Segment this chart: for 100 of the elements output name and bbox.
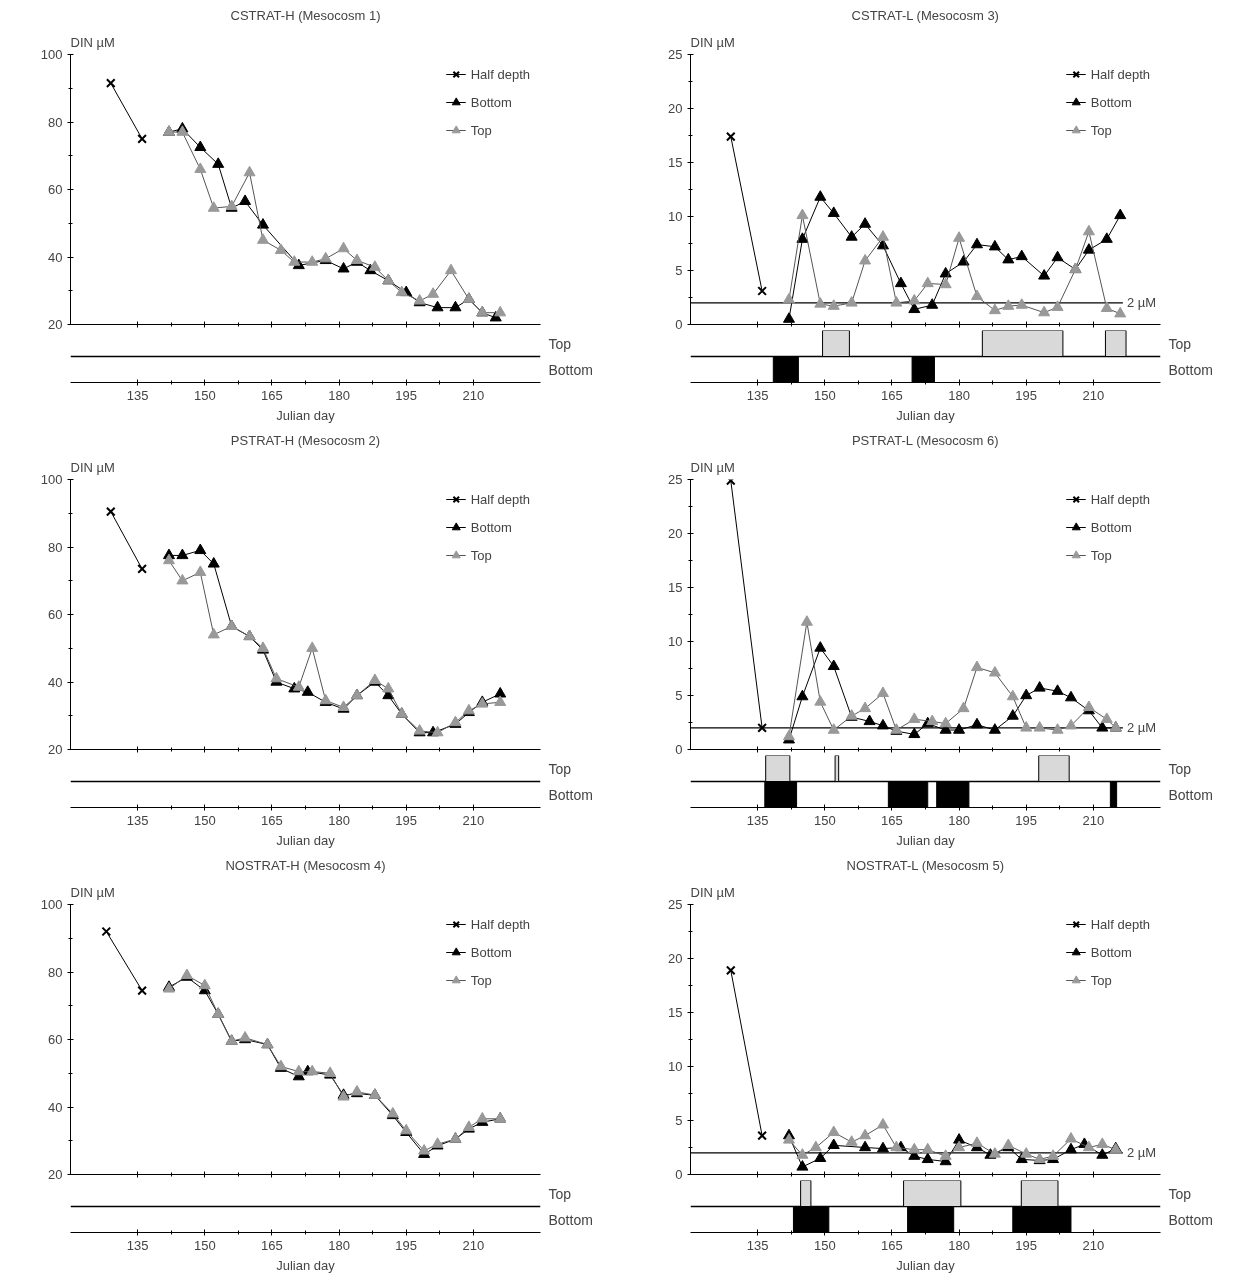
x-tick-label: 210 [462, 387, 485, 403]
ref-line-label: 2 µM [1126, 1145, 1157, 1161]
y-tick-label: 80 [48, 114, 63, 130]
x-tick-label: 135 [746, 387, 769, 403]
y-axis-title: DIN µM [70, 34, 115, 50]
y-tick-label: Bottom [1168, 1211, 1213, 1228]
legend-label: Half depth [470, 916, 530, 932]
x-tick-label: 150 [813, 1237, 836, 1253]
y-tick-label: 15 [668, 1005, 683, 1020]
x-tick-label: 135 [126, 812, 149, 828]
y-tick-label: 25 [668, 47, 683, 62]
x-tick-label: 165 [881, 387, 903, 403]
y-tick-label: Top [1168, 335, 1192, 352]
x-tick-label: 195 [1015, 1237, 1038, 1253]
chart-title: PSTRAT-L (Mesocosm 6) [851, 432, 999, 448]
legend-label: Top [1090, 547, 1112, 563]
y-tick-label: 10 [668, 634, 683, 649]
x-tick-label: 150 [813, 812, 836, 828]
y-tick-label: 100 [40, 47, 63, 62]
x-tick-label: 150 [193, 812, 216, 828]
y-tick-label: Bottom [1168, 361, 1213, 378]
y-tick-label: 20 [48, 317, 63, 332]
x-axis-title: Julian day [896, 1257, 956, 1273]
legend-label: Half depth [1090, 491, 1150, 507]
x-tick-label: 210 [462, 812, 485, 828]
y-tick-label: Bottom [1168, 786, 1213, 803]
y-tick-label: 25 [668, 472, 683, 487]
y-tick-label: Bottom [548, 786, 593, 803]
x-tick-label: 195 [1015, 812, 1038, 828]
y-tick-label: Top [1168, 760, 1192, 777]
x-tick-label: 135 [126, 1237, 149, 1253]
ref-line-label: 2 µM [1126, 295, 1157, 311]
legend-label: Half depth [470, 66, 530, 82]
y-tick-label: 40 [48, 249, 63, 265]
x-tick-label: 135 [126, 387, 149, 403]
x-axis-title: Julian day [896, 832, 956, 848]
x-tick-label: 135 [746, 812, 769, 828]
x-tick-label: 150 [813, 387, 836, 403]
chart-title: NOSTRAT-H (Mesocosm 4) [225, 857, 386, 873]
y-tick-label: 20 [48, 1167, 63, 1182]
legend-label: Top [470, 122, 492, 138]
legend-label: Half depth [1090, 66, 1150, 82]
x-tick-label: 165 [881, 1237, 903, 1253]
y-tick-label: Top [548, 760, 572, 777]
y-axis-title: DIN µM [690, 459, 735, 475]
x-tick-label: 180 [948, 812, 970, 828]
x-tick-label: 195 [395, 1237, 418, 1253]
x-tick-label: 165 [261, 1237, 283, 1253]
x-tick-label: 180 [948, 1237, 970, 1253]
y-tick-label: 80 [48, 964, 63, 980]
x-tick-label: 210 [1082, 812, 1105, 828]
y-tick-label: 0 [675, 742, 683, 757]
chart-title: CSTRAT-H (Mesocosm 1) [230, 7, 381, 23]
x-tick-label: 195 [395, 812, 418, 828]
legend-label: Bottom [1090, 94, 1132, 110]
x-tick-label: 150 [193, 387, 216, 403]
y-axis-title: DIN µM [70, 459, 115, 475]
x-tick-label: 135 [746, 1237, 769, 1253]
x-tick-label: 180 [328, 387, 350, 403]
y-tick-label: 10 [668, 1059, 683, 1074]
x-axis-title: Julian day [276, 407, 336, 423]
legend-label: Top [470, 972, 492, 988]
x-tick-label: 210 [462, 1237, 485, 1253]
x-tick-label: 165 [881, 812, 903, 828]
y-tick-label: Bottom [548, 1211, 593, 1228]
x-tick-label: 210 [1082, 387, 1105, 403]
y-tick-label: 20 [668, 101, 683, 116]
y-tick-label: Top [1168, 1185, 1192, 1202]
y-tick-label: 5 [675, 263, 683, 278]
y-tick-label: 0 [675, 317, 683, 332]
y-tick-label: 15 [668, 155, 683, 170]
y-tick-label: 20 [668, 526, 683, 541]
y-tick-label: Top [548, 335, 572, 352]
x-tick-label: 180 [948, 387, 970, 403]
y-tick-label: 60 [48, 607, 63, 622]
x-axis-title: Julian day [276, 1257, 336, 1273]
y-tick-label: Top [548, 1185, 572, 1202]
legend-label: Bottom [470, 94, 512, 110]
legend-label: Bottom [1090, 944, 1132, 960]
y-tick-label: 100 [40, 472, 63, 487]
y-tick-label: 15 [668, 580, 683, 595]
y-tick-label: 100 [40, 897, 63, 912]
ref-line-label: 2 µM [1126, 720, 1157, 736]
y-axis-title: DIN µM [690, 884, 735, 900]
x-tick-label: 210 [1082, 1237, 1105, 1253]
legend-label: Top [1090, 972, 1112, 988]
legend-label: Top [470, 547, 492, 563]
x-tick-label: 180 [328, 1237, 350, 1253]
y-tick-label: 40 [48, 1099, 63, 1115]
y-axis-title: DIN µM [690, 34, 735, 50]
y-tick-label: 60 [48, 1032, 63, 1047]
y-tick-label: 10 [668, 209, 683, 224]
chart-title: PSTRAT-H (Mesocosm 2) [230, 432, 381, 448]
x-axis-title: Julian day [276, 832, 336, 848]
chart-title: CSTRAT-L (Mesocosm 3) [851, 7, 999, 23]
y-tick-label: 25 [668, 897, 683, 912]
y-tick-label: 20 [48, 742, 63, 757]
y-tick-label: 0 [675, 1167, 683, 1182]
y-tick-label: 5 [675, 1113, 683, 1128]
x-tick-label: 165 [261, 387, 283, 403]
